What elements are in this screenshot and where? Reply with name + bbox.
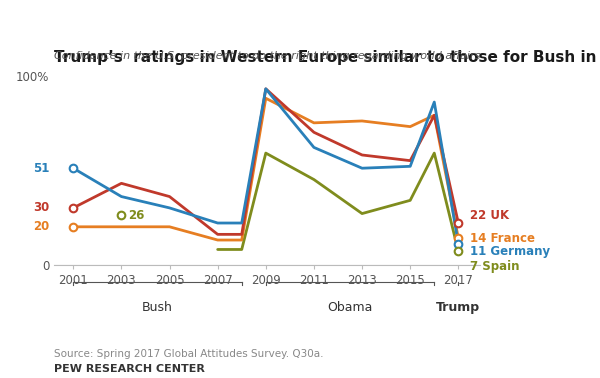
Text: PEW RESEARCH CENTER: PEW RESEARCH CENTER xyxy=(54,364,205,374)
Text: 51: 51 xyxy=(33,162,49,175)
Text: 30: 30 xyxy=(33,201,49,214)
Text: 20: 20 xyxy=(33,220,49,233)
Text: Source: Spring 2017 Global Attitudes Survey. Q30a.: Source: Spring 2017 Global Attitudes Sur… xyxy=(54,349,323,359)
Text: 14 France: 14 France xyxy=(470,232,535,245)
Text: 11 Germany: 11 Germany xyxy=(470,245,550,258)
Text: Trump: Trump xyxy=(436,301,481,313)
Text: Bush: Bush xyxy=(142,301,173,313)
Text: 7 Spain: 7 Spain xyxy=(470,260,520,273)
Text: Obama: Obama xyxy=(328,301,373,313)
Text: 26: 26 xyxy=(128,209,145,222)
Text: Confidence in the U.S. president to do the right thing regarding world affairs: Confidence in the U.S. president to do t… xyxy=(54,51,481,60)
Text: Trump’s  ratings in Western Europe similar to those for Bush in 2008: Trump’s ratings in Western Europe simila… xyxy=(54,50,600,65)
Text: 22 UK: 22 UK xyxy=(470,209,509,222)
